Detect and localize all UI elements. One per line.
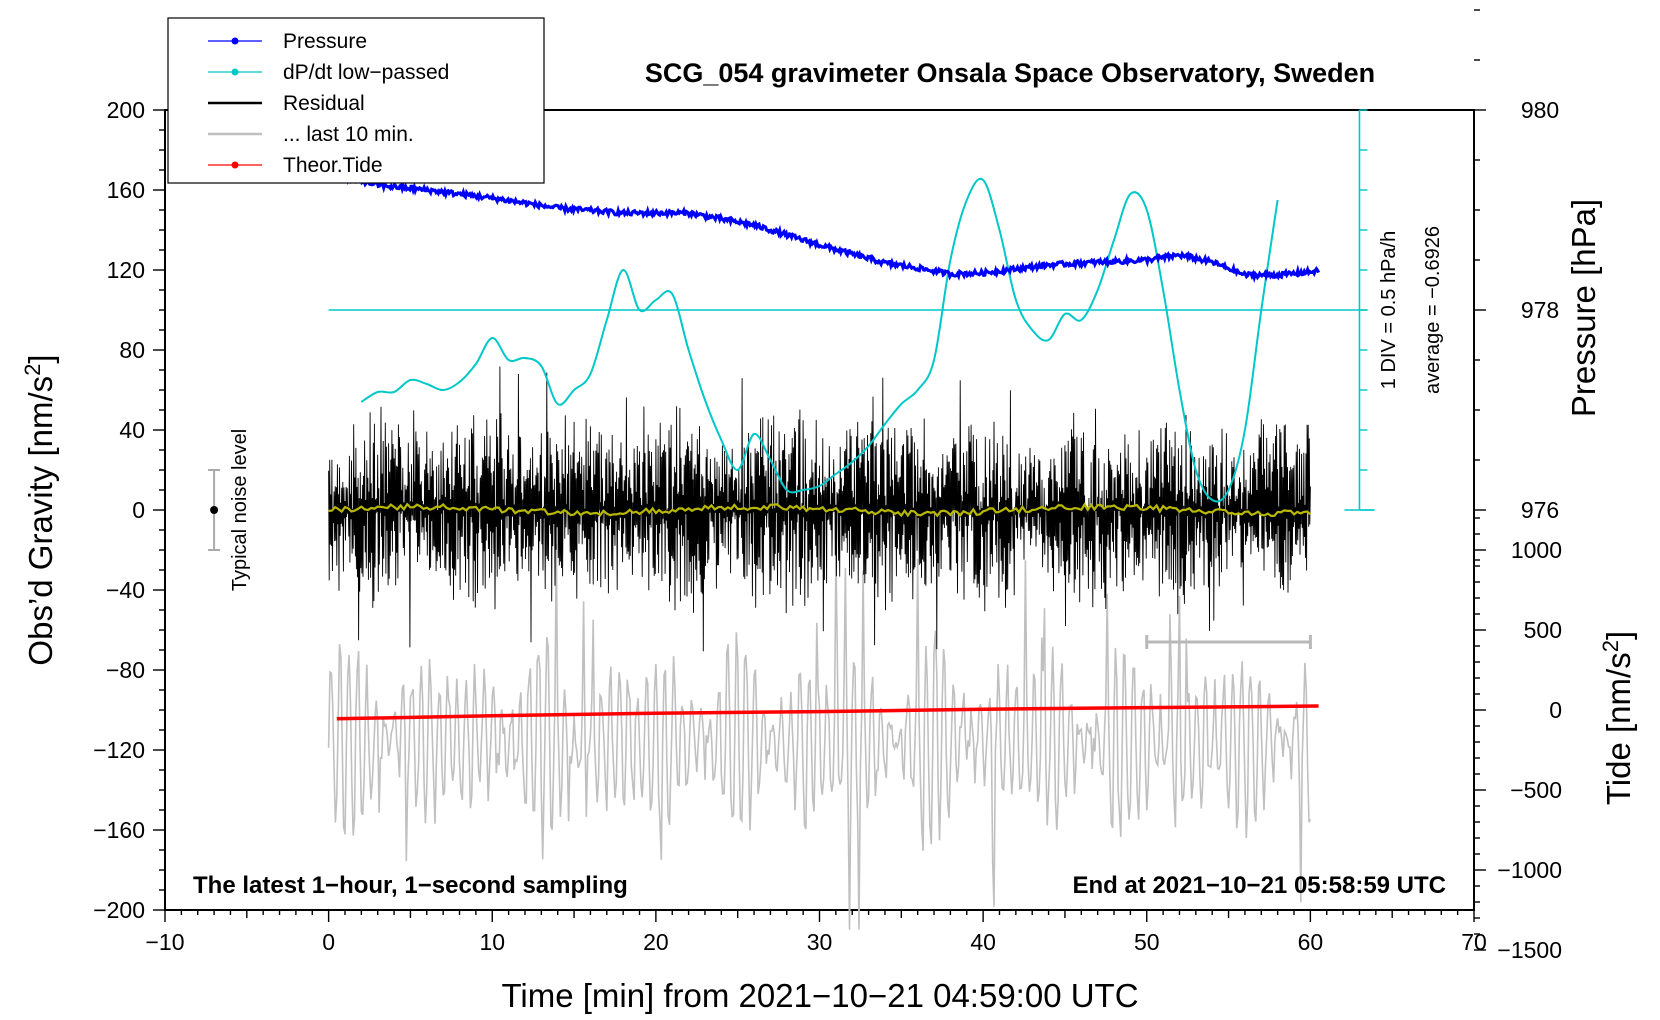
- gravity-unit-close: ]: [22, 354, 59, 363]
- y-axis-title-gravity: Obs’d Gravity [nm/s2]: [20, 354, 59, 665]
- pressure-tick-label: 978: [1521, 297, 1559, 323]
- dpdt-line: [360, 177, 1279, 503]
- x-axis-title: Time [min] from 2021−10−21 04:59:00 UTC: [501, 977, 1138, 1014]
- x-tick-label: −10: [145, 929, 184, 955]
- y-tick-label: 160: [107, 177, 145, 203]
- legend: Pressure dP/dt low−passed Residual ... last…: [167, 17, 545, 184]
- footer-left-note: The latest 1−hour, 1−second sampling: [193, 872, 628, 899]
- tide-tick-label: 500: [1524, 617, 1562, 643]
- tide-unit-exp: 2: [1598, 640, 1623, 652]
- legend-label: Residual: [283, 92, 365, 115]
- y-tick-label: −200: [93, 897, 145, 923]
- noise-level-dot: [210, 506, 219, 514]
- tide-line: [336, 704, 1319, 721]
- residual-smoothed-series: [328, 502, 1312, 518]
- y-axis-title-pressure: Pressure [hPa]: [1565, 199, 1602, 417]
- legend-entries: Pressure dP/dt low−passed Residual ... last…: [208, 30, 449, 177]
- dpdt-scale-label: 1 DIV = 0.5 hPa/h: [1378, 231, 1400, 389]
- residual-series: [328, 366, 1311, 652]
- x-axis: −10 0 10 20 30 40 50 60 70: [145, 910, 1487, 955]
- y-axis-gravity: 200 160 120 80 40 0 −40 −80 −120 −160 −200: [93, 97, 165, 923]
- tide-tick-label: 0: [1549, 697, 1562, 723]
- dpdt-series: [328, 109, 1375, 511]
- y-axis-tide: 1000 500 0 −500 −1000 −1500: [1474, 517, 1562, 963]
- legend-swatch-marker: [231, 161, 239, 169]
- legend-swatch-marker: [231, 68, 239, 76]
- annotations: [208, 469, 1312, 649]
- tide-tick-label: 1000: [1511, 537, 1562, 563]
- y-tick-label: −120: [93, 737, 145, 763]
- y-tick-label: 80: [119, 337, 145, 363]
- x-tick-label: 60: [1298, 929, 1324, 955]
- legend-box: [167, 17, 545, 184]
- tide-unit-text: Tide [nm/s: [1600, 652, 1637, 805]
- last-10-min-line: [327, 543, 1312, 930]
- legend-label: Pressure: [283, 30, 367, 53]
- legend-label: Theor.Tide: [283, 154, 383, 177]
- tide-unit-close: ]: [1600, 631, 1637, 640]
- y-tick-label: −80: [106, 657, 145, 683]
- residual-line: [328, 366, 1311, 652]
- tide-tick-label: −1500: [1497, 937, 1562, 963]
- gravity-unit-text: Obs’d Gravity [nm/s: [22, 376, 59, 666]
- y-axis-title-tide: Tide [nm/s2]: [1598, 631, 1637, 805]
- x-tick-label: 30: [807, 929, 833, 955]
- tide-tick-label: −500: [1510, 777, 1562, 803]
- x-tick-label: 20: [643, 929, 669, 955]
- legend-swatch-marker: [231, 37, 239, 45]
- theoretical-tide-series: [336, 704, 1319, 721]
- y-tick-label: −160: [93, 817, 145, 843]
- legend-label: ... last 10 min.: [283, 123, 414, 146]
- pressure-tick-label: 980: [1521, 97, 1559, 123]
- footer-right-note: End at 2021−10−21 05:58:59 UTC: [1072, 872, 1446, 899]
- dpdt-average-label: average = −0.6926: [1422, 226, 1444, 394]
- x-tick-label: 10: [479, 929, 505, 955]
- y-tick-label: 40: [119, 417, 145, 443]
- residual-smoothed-line: [328, 502, 1312, 518]
- x-tick-label: 70: [1461, 929, 1487, 955]
- x-tick-label: 0: [322, 929, 335, 955]
- y-axis-pressure: 980 978 976: [1474, 9, 1559, 561]
- y-tick-label: −40: [106, 577, 145, 603]
- pressure-series: [335, 168, 1321, 284]
- x-tick-label: 40: [970, 929, 996, 955]
- tide-tick-label: −1000: [1497, 857, 1562, 883]
- x-tick-label: 50: [1134, 929, 1160, 955]
- gravity-unit-exp: 2: [20, 364, 45, 376]
- pressure-tick-label: 976: [1521, 497, 1559, 523]
- pressure-line: [335, 168, 1321, 284]
- chart-title: SCG_054 gravimeter Onsala Space Observat…: [645, 58, 1375, 88]
- y-tick-label: 120: [107, 257, 145, 283]
- y-tick-label: 0: [132, 497, 145, 523]
- legend-label: dP/dt low−passed: [283, 61, 449, 84]
- noise-level-label: Typical noise level: [229, 429, 251, 591]
- last-10-min-series: [327, 543, 1312, 930]
- y-tick-label: 200: [107, 97, 145, 123]
